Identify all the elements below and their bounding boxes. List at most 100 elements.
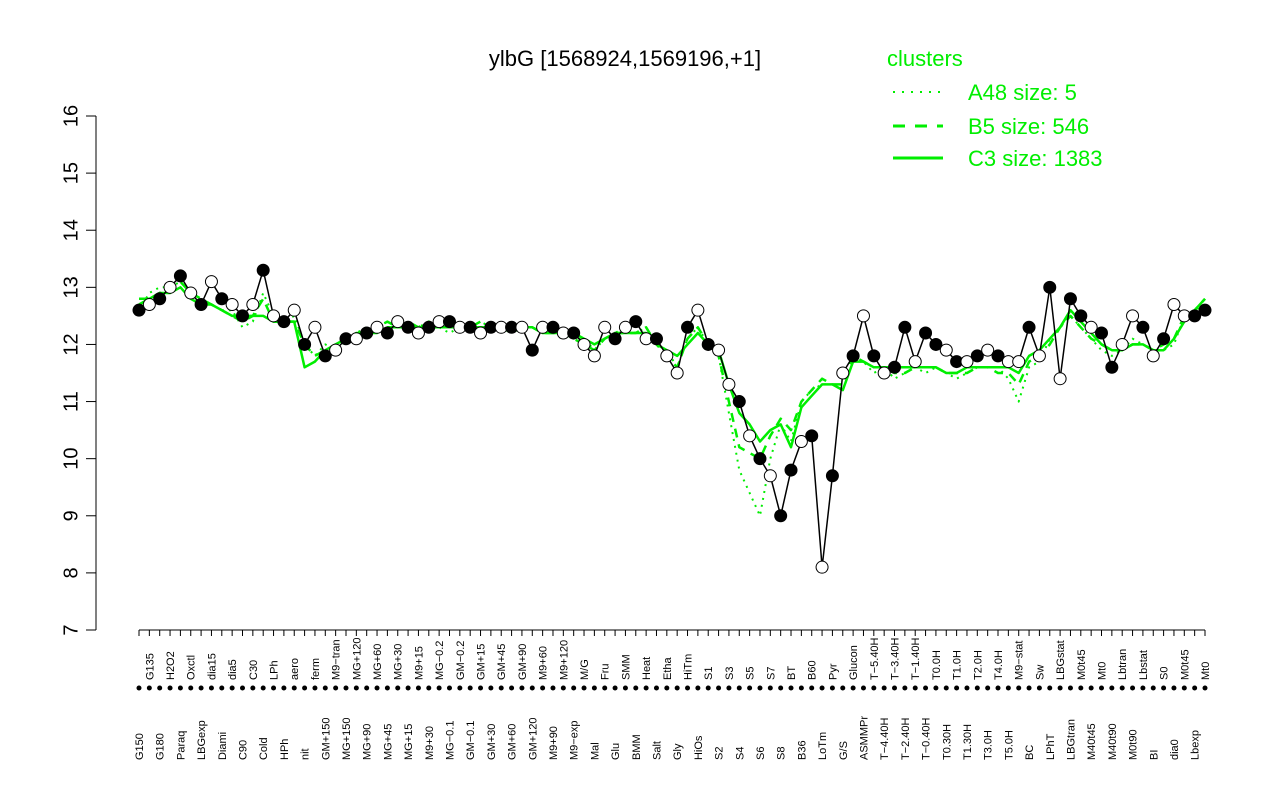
x-tick-label: S7	[765, 667, 777, 680]
x-tick-label: Fru	[600, 664, 612, 681]
x-tick-label: ferm	[310, 658, 322, 680]
x-tick-label: dia0	[1169, 739, 1181, 760]
rug-mark	[1119, 685, 1125, 691]
rug-mark	[498, 685, 504, 691]
data-point	[546, 320, 560, 334]
data-point	[194, 297, 208, 311]
rug-mark	[726, 685, 732, 691]
data-point	[1095, 326, 1109, 340]
x-tick-label: BI	[1148, 750, 1160, 760]
x-tick-label: C30	[248, 660, 260, 680]
legend-title: clusters	[887, 46, 963, 71]
data-point	[246, 297, 260, 311]
rug-mark	[923, 685, 929, 691]
rug-mark	[871, 685, 877, 691]
chart-title: ylbG [1568924,1569196,+1]	[489, 46, 761, 71]
data-point	[360, 326, 374, 340]
data-point	[215, 292, 229, 306]
data-point	[660, 349, 674, 363]
rug-mark	[1088, 685, 1094, 691]
rug-mark	[1099, 685, 1105, 691]
data-point	[649, 332, 663, 346]
rug-mark	[415, 685, 421, 691]
x-tick-label: C90	[237, 740, 249, 760]
data-point	[1012, 355, 1026, 369]
x-tick-label: M9+15	[413, 646, 425, 680]
rug-mark	[1181, 685, 1187, 691]
x-tick-label: T−1.40H	[910, 637, 922, 680]
x-tick-label: Oxctl	[186, 655, 198, 680]
x-tick-label: B36	[796, 740, 808, 760]
rug-mark	[198, 685, 204, 691]
x-tick-label: Diami	[217, 732, 229, 760]
x-tick-label: BMM	[631, 734, 643, 760]
data-point	[981, 343, 995, 357]
x-tick-label: Glucon	[848, 645, 860, 680]
data-point	[225, 297, 239, 311]
x-tick-label: HiTm	[683, 654, 695, 680]
x-tick-label: GM−0.2	[455, 641, 467, 680]
rug-mark	[881, 685, 887, 691]
data-point	[1157, 332, 1171, 346]
rug-mark	[1078, 685, 1084, 691]
rug-mark	[1109, 685, 1115, 691]
data-points	[132, 263, 1212, 574]
rug-mark	[995, 685, 1001, 691]
x-tick-label: ASMMPr	[858, 716, 870, 760]
x-tick-label: GM+120	[527, 718, 539, 761]
x-tick-label: T4.0H	[993, 650, 1005, 680]
data-point	[474, 326, 488, 340]
rug-mark	[840, 685, 846, 691]
data-point	[153, 292, 167, 306]
rug-mark	[188, 685, 194, 691]
rug-mark	[633, 685, 639, 691]
y-tick-label: 9	[60, 510, 82, 521]
series-line-1	[138, 280, 1206, 460]
x-tick-label: BT	[786, 666, 798, 680]
rug-mark	[860, 685, 866, 691]
data-point	[722, 377, 736, 391]
rug-mark	[560, 685, 566, 691]
x-tick-label: Pyr	[827, 663, 839, 680]
x-tick-label: S0	[1159, 667, 1171, 680]
rug-mark	[467, 685, 473, 691]
x-tick-label: GM+150	[320, 718, 332, 761]
rug-mark	[1161, 685, 1167, 691]
rug-mark	[436, 685, 442, 691]
rug-mark	[902, 685, 908, 691]
data-point	[877, 366, 891, 380]
x-tick-label: S5	[745, 667, 757, 680]
data-point	[318, 349, 332, 363]
data-point	[329, 343, 343, 357]
x-tick-label: MG−0.1	[444, 721, 456, 760]
data-point	[1074, 309, 1088, 323]
x-tick-label: T1.30H	[962, 724, 974, 760]
x-tick-label: Salt	[651, 741, 663, 760]
data-point	[525, 343, 539, 357]
data-point	[422, 320, 436, 334]
rug-mark	[695, 685, 701, 691]
rug-mark	[384, 685, 390, 691]
x-tick-label: M40t45	[1086, 723, 1098, 760]
rug-mark	[829, 685, 835, 691]
data-point	[1105, 360, 1119, 374]
data-point	[1136, 320, 1150, 334]
data-point	[1043, 280, 1057, 294]
x-tick-label: T0.30H	[941, 724, 953, 760]
data-point	[691, 303, 705, 317]
x-tick-label: LBGexp	[196, 720, 208, 760]
data-point	[1198, 303, 1212, 317]
legend-entry-b5: B5 size: 546	[968, 114, 1089, 139]
x-tick-label: M0t45	[1076, 649, 1088, 680]
rug-mark	[1202, 685, 1208, 691]
rug-mark	[353, 685, 359, 691]
data-point	[235, 309, 249, 323]
rug-mark	[1192, 685, 1198, 691]
rug-mark	[1016, 685, 1022, 691]
rug-mark	[964, 685, 970, 691]
x-tick-label: S2	[714, 747, 726, 760]
y-tick-label: 8	[60, 567, 82, 578]
rug-mark	[364, 685, 370, 691]
data-point	[794, 435, 808, 449]
